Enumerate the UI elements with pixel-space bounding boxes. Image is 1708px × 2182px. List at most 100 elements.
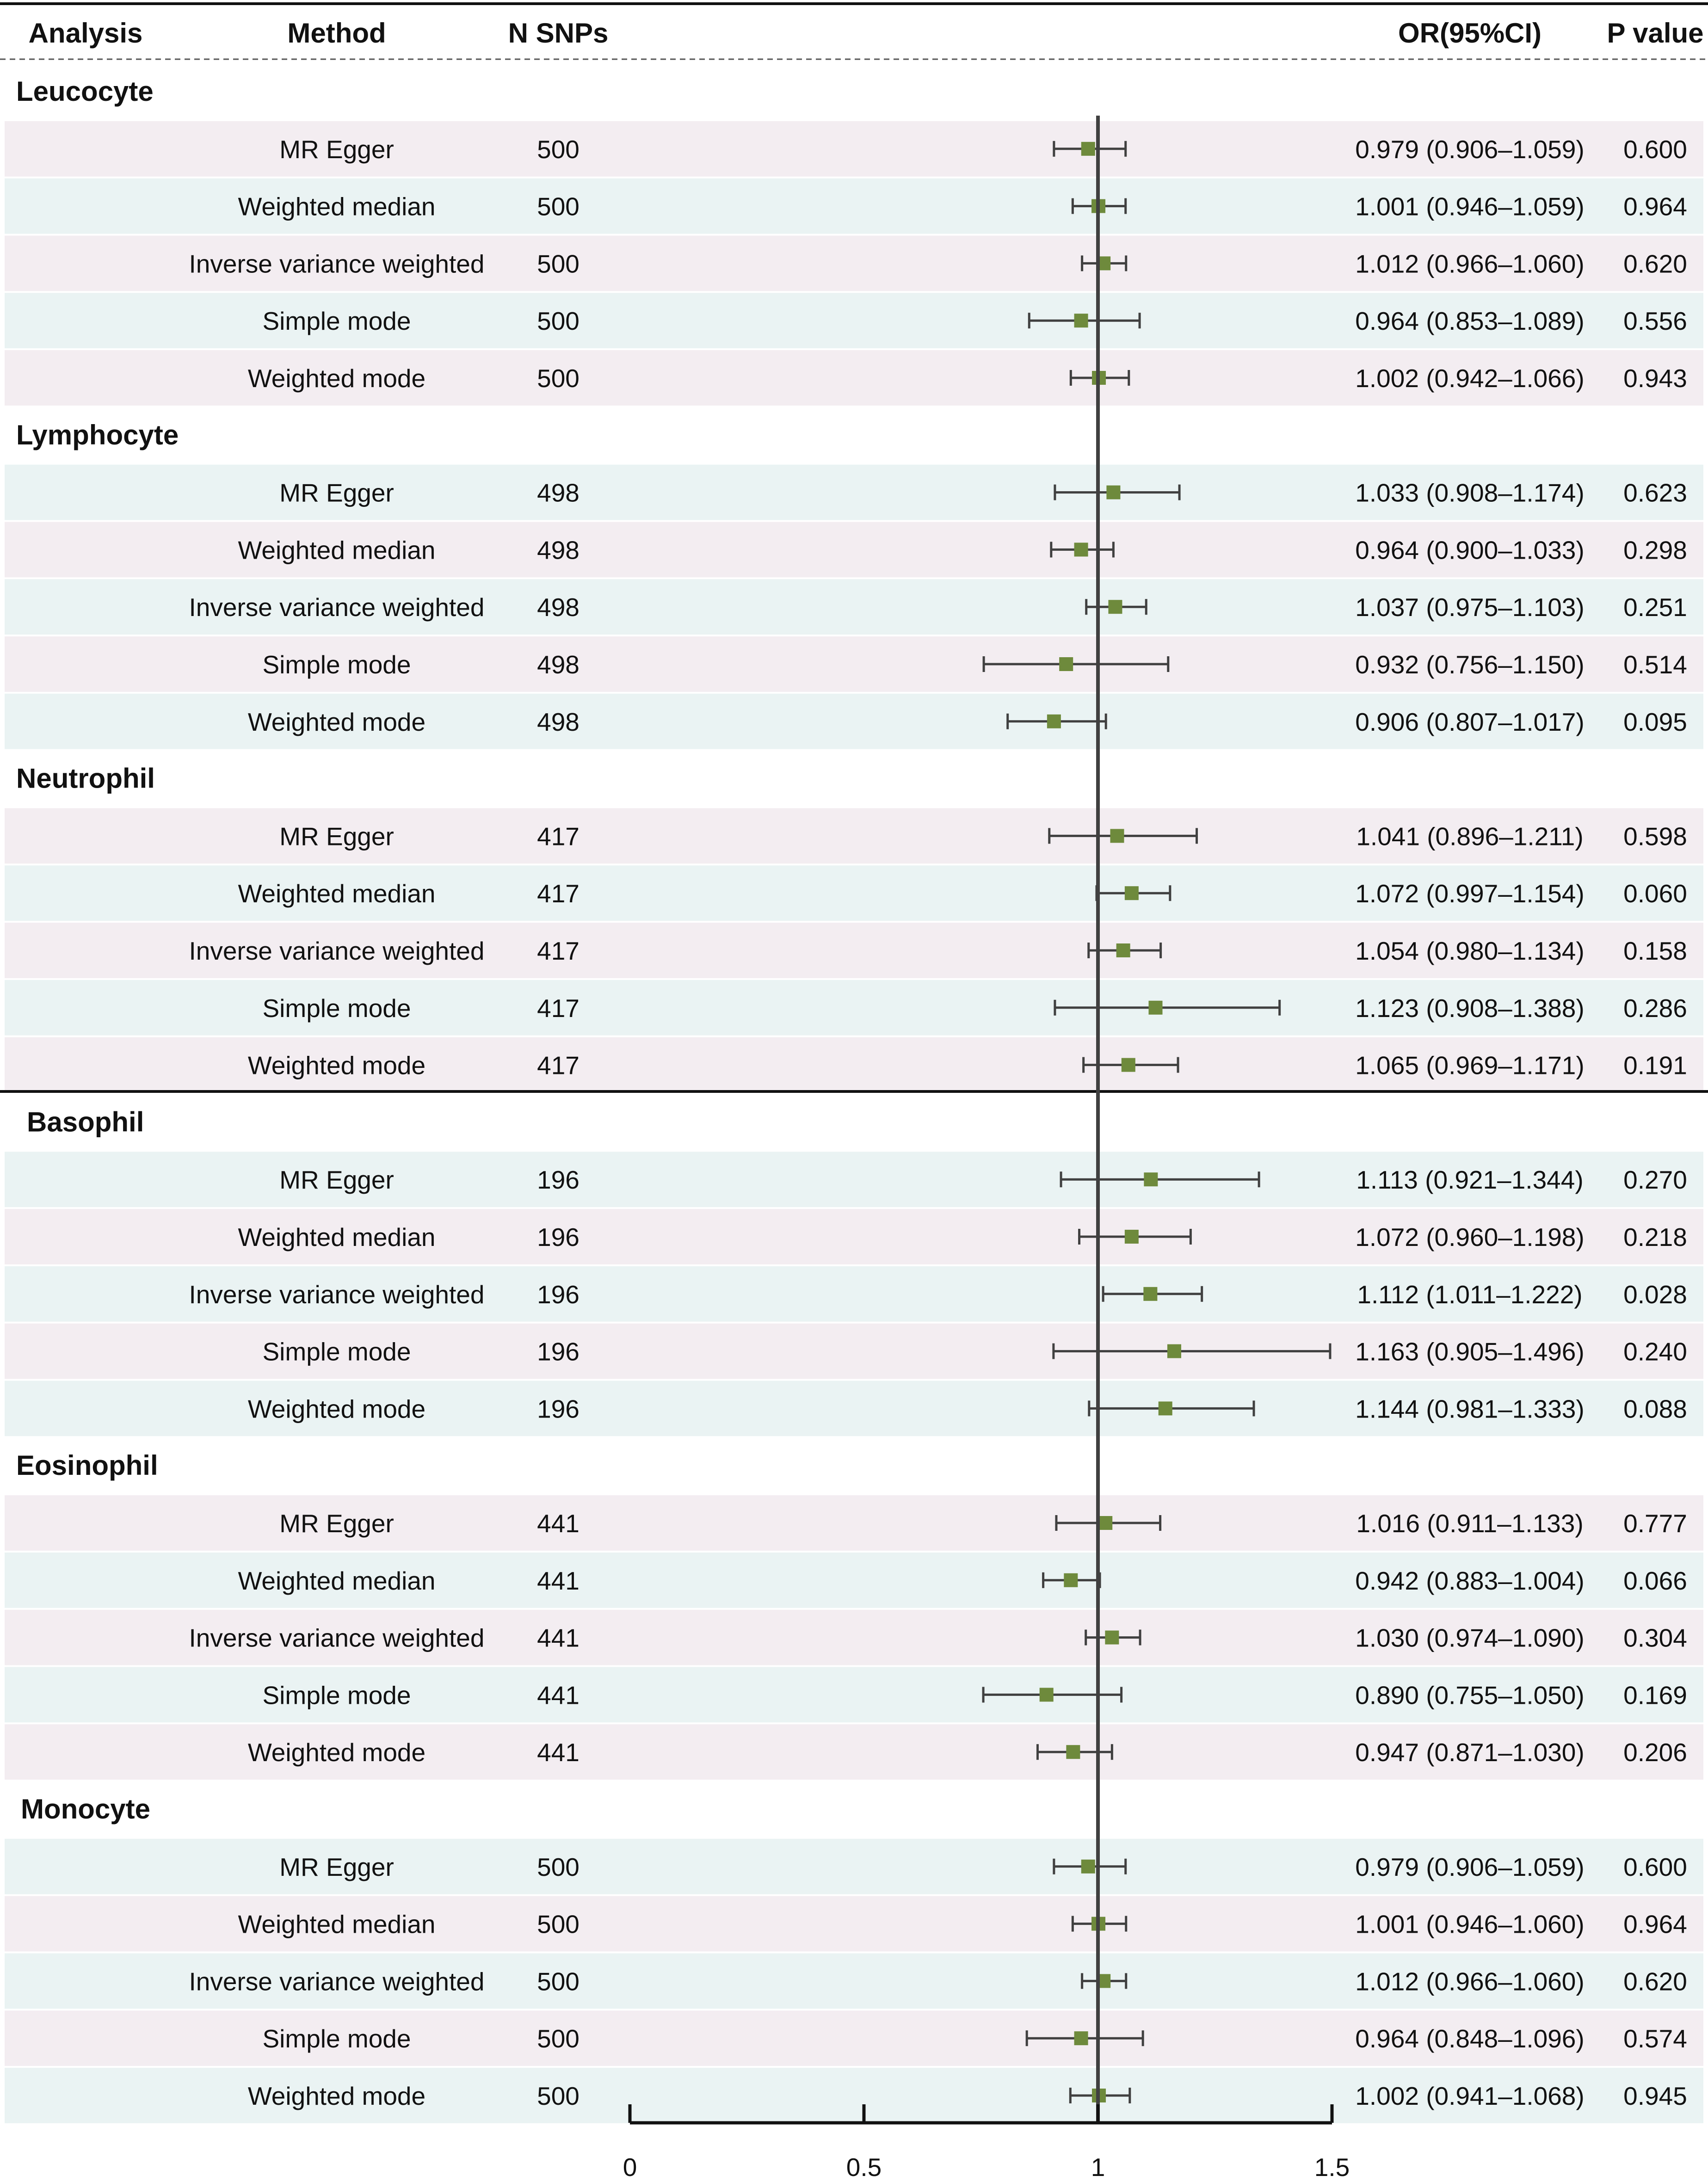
p-value: 0.158 — [1623, 937, 1687, 965]
method-label: Simple mode — [263, 650, 411, 679]
or-point — [1143, 1287, 1158, 1301]
nsnps-value: 441 — [537, 1681, 580, 1709]
nsnps-value: 500 — [537, 2024, 580, 2053]
group-label: Eosinophil — [16, 1450, 158, 1481]
or-ci-value: 0.964 (0.848–1.096) — [1355, 2024, 1584, 2053]
or-point — [1167, 1344, 1181, 1358]
row-band — [5, 923, 1703, 978]
nsnps-value: 498 — [537, 536, 580, 564]
group-label: Basophil — [27, 1106, 144, 1137]
or-point — [1059, 657, 1073, 671]
nsnps-value: 498 — [537, 708, 580, 736]
or-point — [1108, 600, 1122, 614]
p-value: 0.574 — [1623, 2024, 1687, 2053]
or-point — [1124, 1230, 1139, 1244]
or-point — [1081, 1859, 1095, 1874]
or-ci-value: 1.112 (1.011–1.222) — [1357, 1280, 1582, 1309]
p-value: 0.060 — [1623, 879, 1687, 908]
row-band — [5, 1037, 1703, 1093]
or-ci-value: 1.030 (0.974–1.090) — [1355, 1624, 1584, 1652]
or-point — [1064, 1573, 1078, 1587]
p-value: 0.600 — [1623, 135, 1687, 164]
method-label: MR Egger — [279, 135, 394, 164]
nsnps-value: 417 — [537, 1051, 580, 1080]
nsnps-value: 441 — [537, 1624, 580, 1652]
x-tick-label: 1.5 — [1314, 2153, 1350, 2182]
method-label: Simple mode — [263, 1681, 411, 1709]
row-band — [5, 293, 1703, 349]
or-ci-value: 1.041 (0.896–1.211) — [1356, 822, 1583, 851]
p-value: 0.240 — [1623, 1338, 1687, 1366]
method-label: Weighted mode — [248, 708, 425, 736]
nsnps-value: 441 — [537, 1738, 580, 1767]
row-band — [5, 1667, 1703, 1723]
p-value: 0.598 — [1623, 822, 1687, 851]
nsnps-value: 500 — [537, 1967, 580, 1996]
row-band — [5, 522, 1703, 578]
method-label: Inverse variance weighted — [189, 1280, 485, 1309]
row-band — [5, 2068, 1703, 2123]
header-nsnps: N SNPs — [508, 18, 609, 49]
row-band — [5, 178, 1703, 234]
or-ci-value: 1.012 (0.966–1.060) — [1355, 1967, 1584, 1996]
row-band — [5, 636, 1703, 692]
or-ci-value: 1.037 (0.975–1.103) — [1355, 593, 1584, 622]
p-value: 0.286 — [1623, 994, 1687, 1023]
or-point — [1121, 1058, 1135, 1072]
or-ci-value: 0.890 (0.755–1.050) — [1355, 1681, 1584, 1709]
method-label: MR Egger — [279, 1165, 394, 1194]
nsnps-value: 441 — [537, 1566, 580, 1595]
nsnps-value: 417 — [537, 937, 580, 965]
or-ci-value: 0.906 (0.807–1.017) — [1355, 708, 1584, 736]
group-label: Leucocyte — [16, 76, 154, 107]
or-ci-value: 0.942 (0.883–1.004) — [1355, 1566, 1584, 1595]
or-ci-value: 1.113 (0.921–1.344) — [1356, 1165, 1583, 1194]
or-ci-value: 1.072 (0.997–1.154) — [1355, 879, 1584, 908]
p-value: 0.270 — [1623, 1165, 1687, 1194]
row-band — [5, 1495, 1703, 1551]
method-label: Weighted median — [238, 536, 435, 564]
or-ci-value: 1.033 (0.908–1.174) — [1355, 479, 1584, 507]
p-value: 0.066 — [1623, 1566, 1687, 1595]
or-point — [1105, 1630, 1119, 1645]
row-labels: Leucocyte MR Egger 500 0.979 (0.906–1.059) 0… — [16, 76, 1687, 2110]
nsnps-value: 196 — [537, 1165, 580, 1194]
row-band — [5, 693, 1703, 749]
group-label: Lymphocyte — [16, 419, 179, 450]
or-point — [1074, 542, 1088, 557]
p-value: 0.028 — [1623, 1280, 1687, 1309]
p-value: 0.623 — [1623, 479, 1687, 507]
nsnps-value: 500 — [537, 249, 580, 278]
row-band — [5, 1552, 1703, 1608]
row-band — [5, 121, 1703, 177]
nsnps-value: 196 — [537, 1223, 580, 1251]
row-band — [5, 350, 1703, 406]
row-band — [5, 579, 1703, 635]
p-value: 0.777 — [1623, 1509, 1687, 1538]
row-band — [5, 1838, 1703, 1894]
p-value: 0.088 — [1623, 1394, 1687, 1423]
method-label: Inverse variance weighted — [189, 593, 485, 622]
or-ci-value: 1.163 (0.905–1.496) — [1355, 1338, 1584, 1366]
or-point — [1158, 1401, 1172, 1416]
row-band — [5, 1209, 1703, 1264]
or-ci-value: 1.012 (0.966–1.060) — [1355, 249, 1584, 278]
or-ci-value: 1.016 (0.911–1.133) — [1356, 1509, 1583, 1538]
group-label: Neutrophil — [16, 763, 155, 794]
row-band — [5, 865, 1703, 921]
row-band — [5, 1724, 1703, 1780]
or-point — [1066, 1745, 1080, 1759]
nsnps-value: 417 — [537, 994, 580, 1023]
row-band — [5, 235, 1703, 291]
or-point — [1098, 1516, 1113, 1530]
or-point — [1047, 714, 1061, 728]
nsnps-value: 498 — [537, 593, 580, 622]
p-value: 0.095 — [1623, 708, 1687, 736]
p-value: 0.298 — [1623, 536, 1687, 564]
method-label: Inverse variance weighted — [189, 249, 485, 278]
method-label: Weighted median — [238, 192, 435, 221]
nsnps-value: 498 — [537, 650, 580, 679]
or-point — [1081, 142, 1095, 156]
method-label: Weighted median — [238, 1566, 435, 1595]
